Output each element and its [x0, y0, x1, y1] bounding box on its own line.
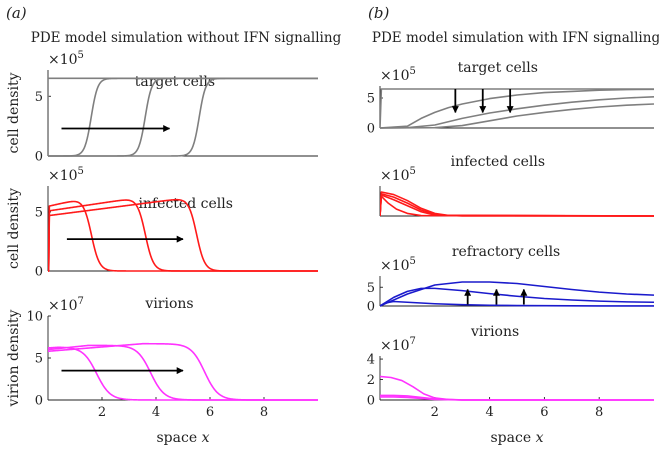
series-line-2	[48, 77, 319, 157]
series-line-2	[380, 396, 654, 401]
x-tick-label: 4	[485, 405, 493, 420]
exponent-base: ×10	[48, 168, 78, 184]
exponent-label: ×107	[48, 296, 84, 314]
series-line-1	[380, 88, 655, 129]
exponent-base: ×10	[48, 298, 78, 314]
exponent-label: ×105	[380, 256, 416, 274]
y-tick-label: 5	[367, 281, 375, 296]
exponent-base: ×10	[48, 52, 78, 68]
y-tick-label: 5	[35, 352, 43, 367]
series-line-0	[48, 346, 319, 401]
series-group	[380, 88, 655, 129]
y-tick-label: 4	[367, 353, 375, 368]
exponent-base: ×10	[380, 168, 410, 184]
series-line-0	[380, 88, 654, 129]
series-group	[48, 77, 319, 157]
y-tick-label: 0	[35, 150, 43, 165]
series-line-2	[48, 198, 319, 272]
x-tick-label: 4	[152, 405, 160, 420]
series-line-3	[380, 195, 655, 217]
exponent-base: ×10	[380, 258, 410, 274]
series-line-3	[48, 77, 319, 157]
series-line-0	[48, 77, 319, 156]
y-tick-label: 0	[35, 265, 43, 280]
subplot-title: infected cells	[451, 154, 545, 170]
series-group	[380, 191, 655, 217]
subplot-title: target cells	[135, 74, 215, 90]
subplot-title: virions	[470, 324, 519, 340]
y-tick-label: 5	[35, 205, 43, 220]
y-axis-label: virion density	[6, 309, 22, 407]
y-tick-label: 5	[35, 90, 43, 105]
series-line-1	[380, 192, 655, 217]
panel-a-title: PDE model simulation without IFN signall…	[31, 30, 342, 46]
y-tick-label: 0	[35, 394, 43, 409]
series-line-2	[380, 96, 655, 129]
x-tick-label: 6	[206, 405, 214, 420]
y-tick-label: 0	[367, 394, 375, 409]
y-axis-label: cell density	[6, 72, 22, 153]
series-group	[48, 342, 319, 401]
x-tick-label: 8	[595, 405, 603, 420]
exponent-base: ×10	[380, 338, 410, 354]
panel-b-label: (b)	[368, 4, 389, 22]
subplot-title: virions	[144, 296, 193, 312]
exponent-power: 7	[410, 336, 416, 347]
exponent-label: ×105	[380, 166, 416, 184]
series-line-2	[380, 194, 655, 217]
subplot-title: target cells	[458, 60, 538, 76]
x-axis-label: space x	[491, 430, 544, 446]
series-line-1	[48, 77, 319, 157]
series-line-1	[380, 287, 655, 307]
exponent-label: ×105	[48, 166, 84, 184]
series-group	[380, 375, 655, 401]
y-axis-label: cell density	[6, 188, 22, 269]
exponent-label: ×105	[380, 66, 416, 84]
y-tick-label: 10	[26, 310, 43, 325]
subplot-a-virions: 0 5 10 2 4 6 8 ×107 virion density space x virions	[6, 296, 319, 446]
subplot-b-target: 05×105 target cells	[367, 60, 655, 137]
exponent-power: 5	[78, 166, 84, 177]
x-tick-label: 8	[260, 405, 268, 420]
subplot-title: infected cells	[139, 196, 233, 212]
exponent-power: 5	[410, 66, 416, 77]
y-tick-label: 0	[367, 300, 375, 315]
exponent-power: 7	[78, 296, 84, 307]
y-tick-label: 5	[367, 92, 375, 107]
series-line-2	[380, 300, 655, 307]
subplot-title: refractory cells	[452, 244, 560, 260]
subplot-b-infected: ×105 infected cells	[379, 154, 655, 217]
series-group	[380, 281, 655, 307]
subplot-b-virions: 0 2 4 2 4 6 8 ×107 space x virions	[367, 324, 655, 446]
series-line-1	[48, 344, 319, 401]
x-tick-label: 6	[540, 405, 548, 420]
exponent-label: ×105	[48, 50, 84, 68]
x-tick-label: 2	[431, 405, 439, 420]
exponent-base: ×10	[380, 68, 410, 84]
x-tick-label: 2	[98, 405, 106, 420]
panel-a-label: (a)	[6, 4, 27, 22]
exponent-label: ×107	[380, 336, 416, 354]
series-group	[48, 198, 319, 272]
x-axis-label: space x	[157, 430, 210, 446]
exponent-power: 5	[78, 50, 84, 61]
series-line-0	[380, 375, 654, 401]
exponent-power: 5	[410, 256, 416, 267]
y-tick-label: 0	[367, 122, 375, 137]
y-tick-label: 2	[367, 373, 375, 388]
panel-b-title: PDE model simulation with IFN signalling	[372, 30, 659, 46]
series-line-2	[48, 342, 319, 401]
series-line-3	[380, 103, 655, 129]
exponent-power: 5	[410, 166, 416, 177]
